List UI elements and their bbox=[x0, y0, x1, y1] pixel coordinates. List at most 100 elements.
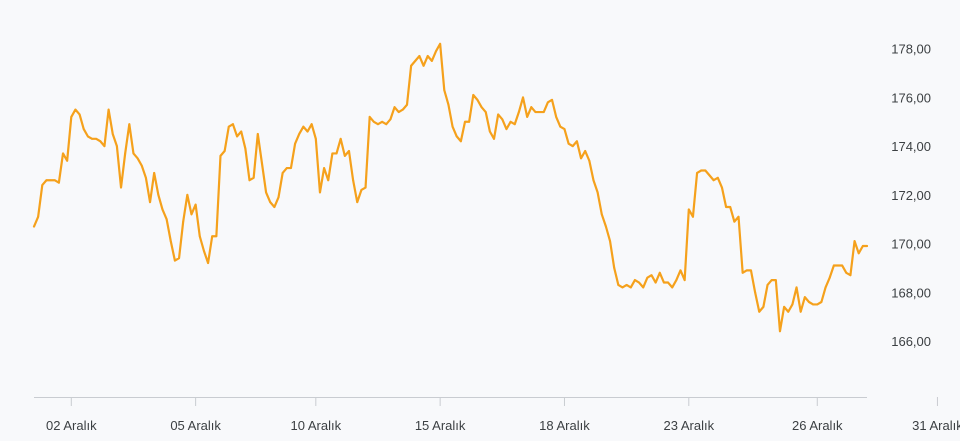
data-point bbox=[546, 101, 549, 104]
data-point bbox=[368, 116, 371, 118]
data-point bbox=[62, 152, 64, 155]
data-point bbox=[314, 137, 317, 140]
data-point bbox=[725, 206, 727, 208]
data-point bbox=[115, 145, 118, 148]
data-point bbox=[605, 225, 607, 228]
data-point bbox=[849, 274, 852, 277]
data-point bbox=[132, 152, 135, 155]
data-point bbox=[294, 142, 296, 145]
data-point bbox=[754, 291, 756, 294]
data-point bbox=[472, 94, 475, 96]
data-point bbox=[837, 264, 839, 267]
data-point bbox=[190, 213, 193, 216]
data-point bbox=[580, 157, 582, 160]
data-point bbox=[389, 118, 392, 121]
data-point bbox=[774, 279, 777, 281]
data-point bbox=[658, 271, 661, 274]
data-point bbox=[91, 137, 93, 140]
x-tick-label: 31 Aralık bbox=[912, 418, 960, 433]
data-point bbox=[617, 284, 620, 286]
data-point bbox=[758, 310, 761, 313]
y-tick-label: 172,00 bbox=[891, 188, 931, 203]
data-point bbox=[770, 279, 773, 281]
series-line bbox=[32, 42, 869, 333]
data-point bbox=[124, 152, 127, 155]
data-point bbox=[629, 286, 632, 289]
data-point bbox=[157, 193, 160, 196]
data-point bbox=[174, 259, 176, 262]
data-point bbox=[517, 111, 520, 113]
data-point bbox=[505, 128, 508, 130]
data-point bbox=[128, 123, 131, 126]
data-point bbox=[244, 147, 247, 150]
data-point bbox=[538, 111, 541, 113]
data-point bbox=[66, 159, 69, 162]
data-point bbox=[638, 281, 640, 284]
data-point bbox=[667, 281, 669, 284]
data-point bbox=[86, 135, 89, 138]
data-point bbox=[451, 125, 454, 128]
data-point bbox=[671, 286, 674, 289]
data-point bbox=[861, 245, 864, 247]
data-point bbox=[74, 108, 77, 111]
data-point bbox=[576, 140, 578, 143]
data-point bbox=[741, 271, 744, 274]
data-point bbox=[227, 125, 230, 128]
y-tick-label: 178,00 bbox=[891, 42, 931, 57]
data-point bbox=[348, 150, 350, 152]
data-point bbox=[120, 186, 122, 189]
data-point bbox=[555, 116, 558, 118]
data-point bbox=[592, 179, 595, 182]
data-point bbox=[654, 281, 657, 284]
data-point bbox=[803, 296, 806, 299]
data-point bbox=[261, 162, 263, 165]
data-point bbox=[186, 193, 189, 196]
data-points bbox=[33, 42, 868, 333]
data-point bbox=[149, 201, 151, 204]
data-point bbox=[215, 235, 218, 238]
data-point bbox=[832, 264, 835, 267]
x-tick-label: 18 Aralık bbox=[539, 418, 590, 433]
data-point bbox=[352, 179, 355, 182]
data-point bbox=[696, 172, 698, 174]
data-point bbox=[285, 167, 288, 169]
data-point bbox=[422, 64, 425, 67]
data-point bbox=[513, 123, 516, 126]
data-point bbox=[178, 257, 180, 260]
data-point bbox=[663, 281, 665, 284]
data-point bbox=[393, 106, 396, 109]
data-point bbox=[319, 191, 321, 194]
data-point bbox=[236, 135, 238, 138]
data-point bbox=[816, 303, 819, 306]
data-point bbox=[343, 154, 346, 157]
data-point bbox=[721, 186, 723, 189]
data-point bbox=[331, 152, 334, 155]
data-point bbox=[182, 220, 185, 223]
data-point bbox=[435, 50, 437, 53]
data-point bbox=[327, 179, 330, 182]
data-point bbox=[95, 137, 98, 140]
data-point bbox=[455, 135, 458, 138]
data-point bbox=[310, 123, 313, 126]
x-axis: 02 Aralık 05 Aralık 10 Aralık 15 Aralık 18 A… bbox=[34, 397, 960, 433]
data-point bbox=[625, 284, 628, 286]
y-tick-label: 168,00 bbox=[891, 285, 931, 300]
data-point bbox=[211, 235, 214, 238]
data-point bbox=[78, 113, 81, 116]
data-point bbox=[401, 108, 404, 111]
y-tick-label: 176,00 bbox=[891, 90, 931, 105]
x-tick-label: 23 Aralık bbox=[663, 418, 714, 433]
data-point bbox=[799, 310, 802, 313]
data-point bbox=[165, 218, 168, 221]
data-point bbox=[542, 111, 545, 113]
data-point bbox=[733, 220, 736, 223]
data-point bbox=[820, 301, 823, 303]
data-point bbox=[716, 176, 719, 179]
data-point bbox=[588, 159, 591, 162]
data-point bbox=[845, 271, 848, 274]
data-point bbox=[476, 98, 479, 101]
data-point bbox=[443, 89, 446, 92]
data-point bbox=[290, 167, 292, 169]
data-point bbox=[609, 240, 611, 243]
